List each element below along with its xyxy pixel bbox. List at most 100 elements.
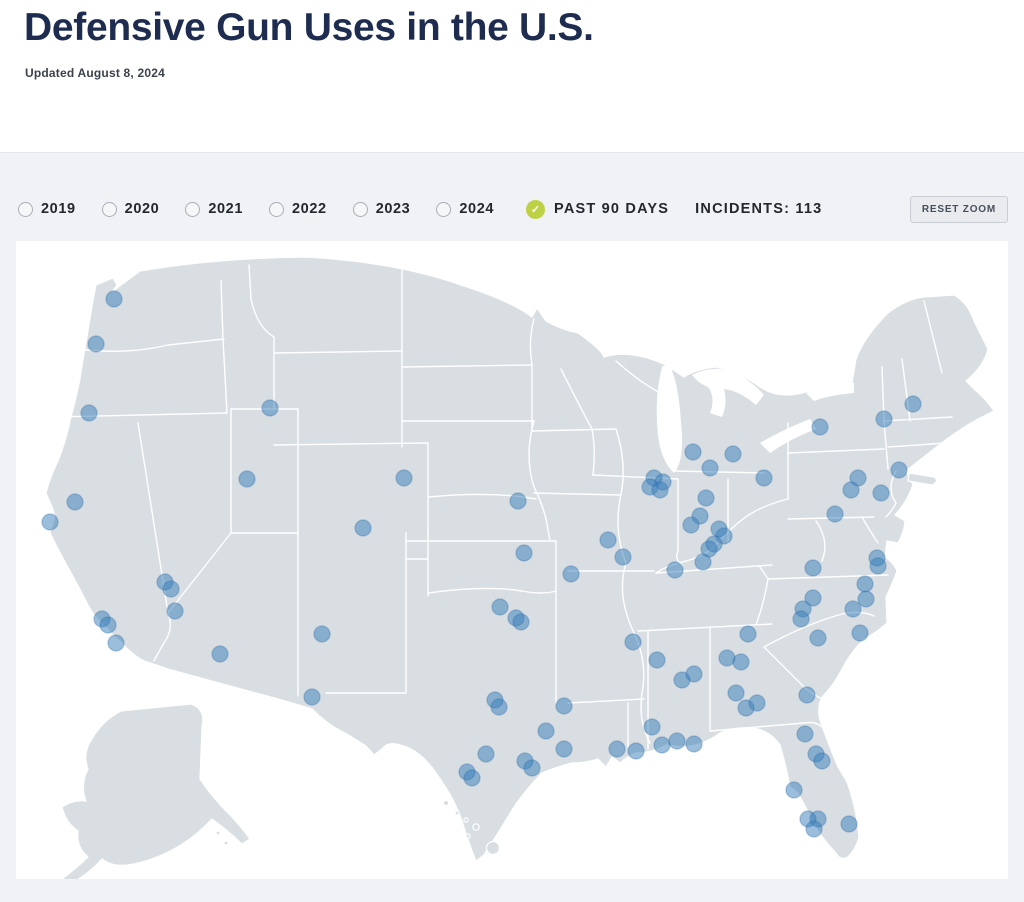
incident-dot[interactable] bbox=[509, 492, 527, 510]
us-map[interactable] bbox=[16, 241, 1008, 879]
radio-circle-icon bbox=[185, 201, 201, 217]
incident-dot[interactable] bbox=[732, 653, 750, 671]
incident-dot[interactable] bbox=[813, 752, 831, 770]
incident-dot[interactable] bbox=[685, 665, 703, 683]
incident-dot[interactable] bbox=[840, 815, 858, 833]
incident-dot[interactable] bbox=[697, 489, 715, 507]
incident-dot[interactable] bbox=[796, 725, 814, 743]
incident-dot[interactable] bbox=[395, 469, 413, 487]
us-map-svg[interactable] bbox=[16, 241, 1008, 879]
page-header: Defensive Gun Uses in the U.S. Updated A… bbox=[0, 0, 1024, 152]
incident-dot[interactable] bbox=[811, 418, 829, 436]
incident-dot[interactable] bbox=[755, 469, 773, 487]
lake-ontario bbox=[806, 383, 854, 401]
incident-dot[interactable] bbox=[66, 493, 84, 511]
map-panel: 2019 2020 2021 2022 2023 2024 ✓ PAST 90 DAYS … bbox=[0, 152, 1024, 902]
incident-dot[interactable] bbox=[162, 580, 180, 598]
incident-dot[interactable] bbox=[105, 290, 123, 308]
incident-dot[interactable] bbox=[99, 616, 117, 634]
incident-dot[interactable] bbox=[875, 410, 893, 428]
incident-dot[interactable] bbox=[849, 469, 867, 487]
incident-dot[interactable] bbox=[608, 740, 626, 758]
incident-dot[interactable] bbox=[869, 557, 887, 575]
check-icon: ✓ bbox=[526, 199, 546, 219]
incident-dot[interactable] bbox=[261, 399, 279, 417]
incident-dot[interactable] bbox=[809, 629, 827, 647]
year-radio-label: 2020 bbox=[124, 201, 160, 217]
year-radio-2020[interactable]: 2020 bbox=[101, 201, 160, 217]
incident-dot[interactable] bbox=[303, 688, 321, 706]
incident-dot[interactable] bbox=[727, 684, 745, 702]
incident-dot[interactable] bbox=[804, 589, 822, 607]
incident-dot[interactable] bbox=[872, 484, 890, 502]
incident-dot[interactable] bbox=[643, 718, 661, 736]
radio-circle-icon bbox=[18, 201, 33, 217]
year-radio-2024[interactable]: 2024 bbox=[436, 201, 494, 217]
incident-dot[interactable] bbox=[851, 624, 869, 642]
incident-dot[interactable] bbox=[651, 481, 669, 499]
incident-dot[interactable] bbox=[491, 598, 509, 616]
incident-dot[interactable] bbox=[748, 694, 766, 712]
page-title: Defensive Gun Uses in the U.S. bbox=[24, 6, 594, 49]
incident-dot[interactable] bbox=[682, 516, 700, 534]
year-radio-label: 2024 bbox=[459, 201, 495, 217]
reset-zoom-button[interactable]: RESET ZOOM bbox=[909, 195, 1008, 223]
incident-dot[interactable] bbox=[856, 575, 874, 593]
hawaii-islands bbox=[442, 799, 501, 856]
incident-dot[interactable] bbox=[668, 732, 686, 750]
incident-dot[interactable] bbox=[555, 697, 573, 715]
incident-dot[interactable] bbox=[562, 565, 580, 583]
alaska-shape bbox=[61, 703, 251, 879]
filter-past-90-days[interactable]: ✓ PAST 90 DAYS bbox=[526, 199, 669, 219]
incident-dot[interactable] bbox=[523, 759, 541, 777]
incident-dot[interactable] bbox=[684, 443, 702, 461]
incident-dot[interactable] bbox=[624, 633, 642, 651]
incident-dot[interactable] bbox=[238, 470, 256, 488]
incident-dot[interactable] bbox=[842, 481, 860, 499]
year-radio-label: 2022 bbox=[292, 201, 327, 217]
incident-dot[interactable] bbox=[477, 745, 495, 763]
incident-dot[interactable] bbox=[512, 613, 530, 631]
incident-dot[interactable] bbox=[890, 461, 908, 479]
incident-dot[interactable] bbox=[627, 742, 645, 760]
incident-dot[interactable] bbox=[599, 531, 617, 549]
incident-dot[interactable] bbox=[685, 735, 703, 753]
incident-dot[interactable] bbox=[844, 600, 862, 618]
incident-dot[interactable] bbox=[211, 645, 229, 663]
incident-dot[interactable] bbox=[515, 544, 533, 562]
incident-dot[interactable] bbox=[804, 559, 822, 577]
year-radio-2022[interactable]: 2022 bbox=[269, 201, 327, 217]
incident-dot[interactable] bbox=[857, 590, 875, 608]
incident-dot[interactable] bbox=[792, 610, 810, 628]
incident-dot[interactable] bbox=[537, 722, 555, 740]
incident-dot[interactable] bbox=[666, 561, 684, 579]
incident-dot[interactable] bbox=[826, 505, 844, 523]
radio-circle-icon bbox=[436, 201, 452, 217]
incident-dot[interactable] bbox=[701, 459, 719, 477]
incident-dot[interactable] bbox=[798, 686, 816, 704]
incident-dot[interactable] bbox=[87, 335, 105, 353]
year-radio-2021[interactable]: 2021 bbox=[185, 201, 243, 217]
incident-dot[interactable] bbox=[805, 820, 823, 838]
incident-dot[interactable] bbox=[107, 634, 125, 652]
incident-dot[interactable] bbox=[648, 651, 666, 669]
aleutian-islands bbox=[215, 830, 229, 846]
incident-dot[interactable] bbox=[463, 769, 481, 787]
incident-dot[interactable] bbox=[653, 736, 671, 754]
incident-dot[interactable] bbox=[785, 781, 803, 799]
incident-dot[interactable] bbox=[166, 602, 184, 620]
year-radio-2019[interactable]: 2019 bbox=[18, 201, 76, 217]
lake-huron bbox=[692, 368, 764, 417]
incident-dot[interactable] bbox=[739, 625, 757, 643]
incident-dot[interactable] bbox=[41, 513, 59, 531]
incident-dot[interactable] bbox=[313, 625, 331, 643]
incident-dot[interactable] bbox=[614, 548, 632, 566]
incident-dot[interactable] bbox=[555, 740, 573, 758]
year-radio-2023[interactable]: 2023 bbox=[352, 201, 411, 217]
incident-dot[interactable] bbox=[80, 404, 98, 422]
incident-dot[interactable] bbox=[490, 698, 508, 716]
incident-dot[interactable] bbox=[724, 445, 742, 463]
incident-dot[interactable] bbox=[904, 395, 922, 413]
incident-dot[interactable] bbox=[354, 519, 372, 537]
incident-dot[interactable] bbox=[694, 553, 712, 571]
